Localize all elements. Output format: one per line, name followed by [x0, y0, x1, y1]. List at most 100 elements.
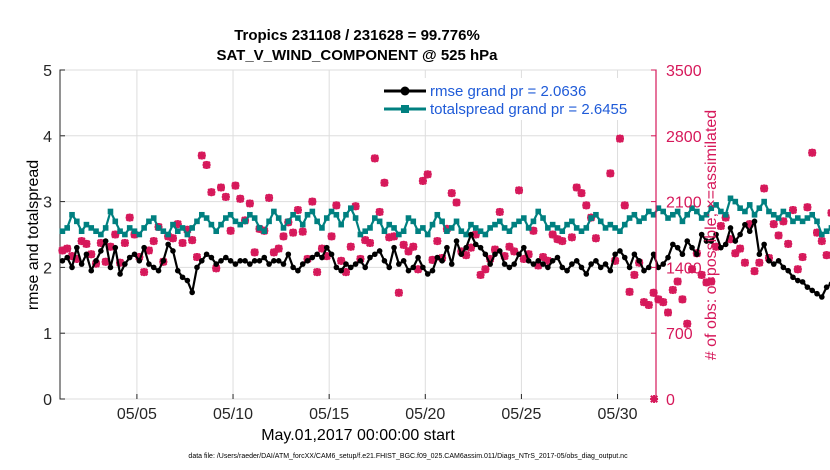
obs-assimilated-marker — [803, 203, 812, 212]
chart-title-line1: Tropics 231108 / 231628 = 99.776% — [234, 27, 480, 44]
rmse-marker — [170, 248, 176, 254]
rmse-marker — [275, 258, 282, 264]
rmse-marker — [746, 228, 753, 235]
rmse-marker — [102, 238, 109, 244]
spread-marker — [78, 228, 85, 235]
spread-marker — [631, 211, 638, 218]
spread-marker — [650, 211, 657, 218]
rmse-marker — [453, 238, 460, 244]
obs-assimilated-marker — [620, 201, 629, 210]
rmse-marker — [429, 267, 436, 274]
obs-assimilated-marker — [630, 270, 639, 279]
spread-marker — [583, 225, 590, 231]
rmse-marker — [117, 271, 123, 277]
rmse-marker — [809, 287, 816, 294]
legend: rmse grand pr = 2.0636 totalspread grand… — [380, 78, 642, 120]
legend-label-rmse: rmse grand pr = 2.0636 — [430, 83, 586, 100]
rmse-marker — [405, 267, 412, 274]
obs-assimilated-marker — [774, 231, 783, 240]
rmse-marker — [251, 258, 258, 264]
rmse-marker — [136, 258, 143, 264]
obs-assimilated-marker — [418, 176, 427, 185]
spread-marker — [780, 208, 787, 215]
rmse-marker — [266, 261, 272, 267]
spread-marker — [660, 208, 667, 215]
rmse-marker — [645, 264, 652, 271]
rmse-marker — [727, 225, 734, 231]
obs-assimilated-marker — [808, 148, 817, 157]
rmse-marker — [415, 254, 421, 261]
obs-assimilated-marker — [212, 264, 221, 273]
rmse-marker — [790, 274, 796, 281]
rmse-marker — [150, 264, 157, 271]
rmse-marker — [88, 267, 95, 274]
rmse-marker — [511, 261, 518, 267]
rmse-marker — [612, 251, 618, 258]
rmse-marker — [386, 264, 393, 271]
rmse-marker — [299, 261, 306, 267]
spread-marker — [545, 225, 551, 231]
obs-assimilated-marker — [370, 154, 379, 163]
rmse-marker — [742, 221, 748, 228]
spread-marker — [376, 218, 383, 225]
rmse-marker — [439, 258, 445, 264]
spread-marker — [64, 225, 71, 231]
spread-marker — [492, 221, 498, 228]
spread-marker — [602, 225, 609, 231]
rmse-marker — [665, 254, 671, 261]
rmse-marker — [338, 267, 344, 274]
spread-marker — [756, 205, 763, 211]
obs-assimilated-marker — [784, 239, 793, 248]
rmse-marker — [770, 261, 777, 267]
rmse-marker — [545, 264, 551, 271]
spread-marker — [689, 205, 695, 211]
rmse-marker — [698, 231, 705, 238]
spread-marker — [251, 215, 258, 221]
obs-assimilated-marker — [380, 178, 389, 187]
rmse-marker — [69, 264, 75, 271]
spread-marker — [213, 228, 220, 235]
rmse-marker — [285, 251, 292, 258]
rmse-marker — [357, 258, 364, 264]
obs-assimilated-marker — [279, 232, 288, 241]
rmse-marker — [424, 271, 431, 277]
rmse-marker — [737, 231, 743, 238]
spread-marker — [506, 228, 513, 235]
spread-marker — [102, 225, 109, 231]
obs-assimilated-marker — [558, 237, 567, 246]
spread-marker — [362, 228, 369, 235]
spread-marker — [453, 218, 460, 225]
spread-marker — [679, 218, 686, 225]
rmse-marker — [761, 241, 767, 248]
obs-assimilated-marker — [817, 237, 826, 246]
rmse-marker — [381, 258, 388, 264]
rmse-marker — [799, 279, 806, 285]
obs-assimilated-marker — [798, 253, 807, 262]
rmse-marker — [420, 264, 426, 271]
obs-assimilated-marker — [495, 207, 504, 216]
spread-marker — [247, 211, 253, 218]
obs-assimilated-marker — [207, 188, 216, 197]
obs-assimilated-marker — [346, 242, 355, 251]
x-axis-label: May.01,2017 00:00:00 start — [261, 427, 455, 444]
obs-assimilated-marker — [591, 234, 600, 243]
spread-marker — [112, 218, 119, 225]
rmse-marker — [347, 264, 354, 271]
obs-assimilated-marker — [274, 244, 283, 253]
legend-entry-rmse: rmse grand pr = 2.0636 — [384, 83, 586, 100]
spread-marker — [396, 231, 402, 238]
obs-assimilated-marker — [63, 244, 72, 253]
rmse-marker — [708, 238, 715, 244]
rmse-marker — [203, 251, 210, 258]
rmse-marker — [122, 261, 128, 267]
spread-marker — [242, 218, 248, 225]
spread-marker — [232, 218, 239, 225]
spread-marker — [670, 211, 676, 218]
rmse-marker — [597, 264, 604, 271]
rmse-marker — [472, 241, 479, 248]
rmse-marker — [223, 254, 229, 261]
spread-marker — [809, 211, 816, 218]
rmse-marker — [525, 258, 532, 264]
rmse-marker — [198, 258, 205, 264]
spread-marker — [516, 218, 522, 225]
